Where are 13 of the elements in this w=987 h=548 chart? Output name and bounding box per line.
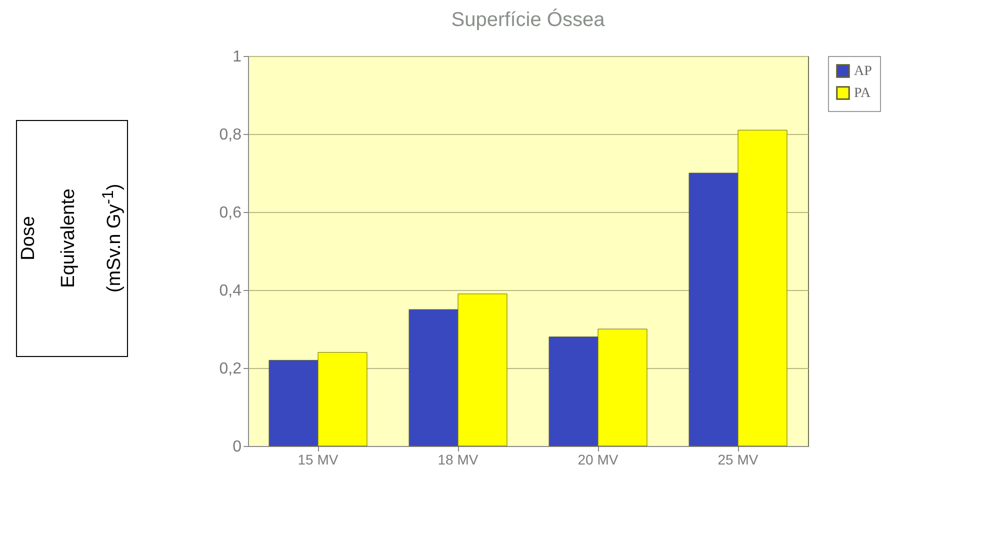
y-tick-label: 0 [232,438,242,456]
y-tick-label: 1 [232,48,242,66]
x-tick-label: 15 MV [298,452,339,468]
y-tick-label: 0,2 [219,360,242,378]
y-tick-label: 0,8 [219,126,242,144]
x-tick-label: 20 MV [578,452,619,468]
y-tick-label: 0,4 [219,282,242,300]
legend-label: PA [854,86,872,101]
legend-label: AP [854,64,872,79]
chart-title: Superfície Óssea [451,8,606,31]
y-tick-label: 0,6 [219,204,242,222]
x-tick-label: 25 MV [718,452,759,468]
x-tick-label: 18 MV [438,452,479,468]
